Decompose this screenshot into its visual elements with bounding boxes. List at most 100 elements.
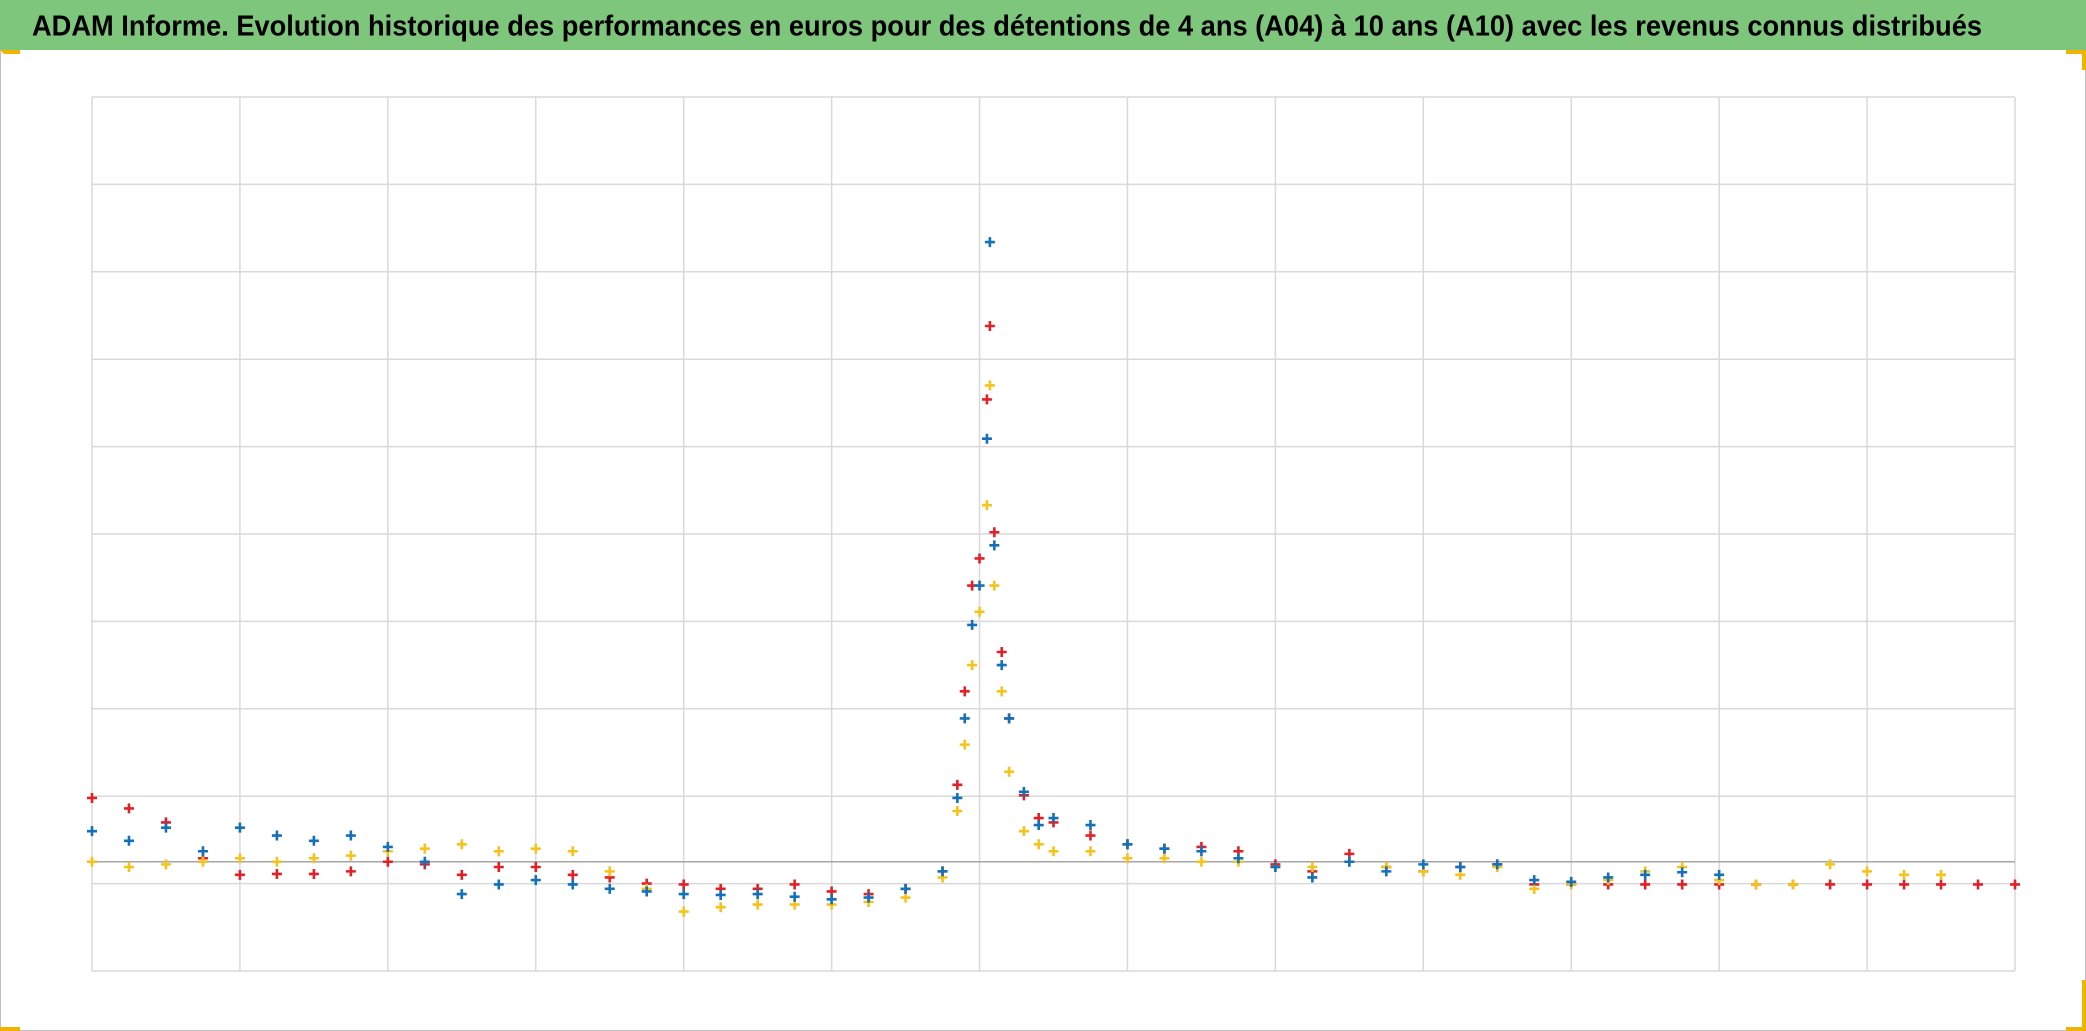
point xyxy=(1085,846,1096,857)
point xyxy=(1085,820,1096,831)
point xyxy=(1122,853,1133,864)
point xyxy=(234,822,245,833)
point xyxy=(967,619,978,630)
point xyxy=(989,580,1000,591)
point xyxy=(1344,856,1355,867)
point xyxy=(863,892,874,903)
point xyxy=(123,835,134,846)
point xyxy=(160,822,171,833)
point xyxy=(789,879,800,890)
point xyxy=(1973,879,1984,890)
point xyxy=(419,856,430,867)
point xyxy=(604,883,615,894)
point xyxy=(308,868,319,879)
point xyxy=(1603,872,1614,883)
point xyxy=(959,686,970,697)
point xyxy=(1270,861,1281,872)
point xyxy=(1899,869,1910,880)
point xyxy=(974,606,985,617)
point xyxy=(1529,875,1540,886)
point xyxy=(715,902,726,913)
point xyxy=(996,660,1007,671)
point xyxy=(1640,879,1651,890)
corner-mark xyxy=(0,50,20,54)
point xyxy=(974,580,985,591)
point xyxy=(989,527,1000,538)
chart-title: ADAM Informe. Evolution historique des p… xyxy=(32,11,1982,43)
corner-mark xyxy=(2066,50,2086,70)
point xyxy=(1862,866,1873,877)
point xyxy=(345,866,356,877)
point xyxy=(826,894,837,905)
point xyxy=(87,792,97,803)
point xyxy=(419,843,430,854)
point xyxy=(1307,861,1318,872)
point xyxy=(1004,766,1015,777)
point xyxy=(530,875,541,886)
point xyxy=(567,869,578,880)
point xyxy=(981,433,992,444)
point xyxy=(1566,876,1577,887)
point xyxy=(1862,879,1873,890)
point xyxy=(715,889,726,900)
point xyxy=(981,394,992,405)
point xyxy=(989,540,1000,551)
point xyxy=(1788,879,1799,890)
point xyxy=(974,553,985,564)
point xyxy=(456,889,467,900)
corner-mark xyxy=(0,1027,20,1031)
point xyxy=(87,856,97,867)
point xyxy=(1233,853,1244,864)
point xyxy=(123,803,134,814)
point xyxy=(1004,713,1015,724)
point xyxy=(952,806,963,817)
point xyxy=(1085,830,1096,841)
point xyxy=(967,660,978,671)
point xyxy=(160,859,171,870)
point xyxy=(1159,843,1170,854)
point xyxy=(87,826,97,837)
point xyxy=(345,830,356,841)
point xyxy=(641,886,652,897)
point xyxy=(996,646,1007,657)
point xyxy=(271,868,282,879)
point xyxy=(1677,867,1688,878)
point xyxy=(952,779,963,790)
point xyxy=(1825,859,1836,870)
point xyxy=(530,843,541,854)
point xyxy=(678,906,689,917)
point xyxy=(123,861,134,872)
point xyxy=(981,500,992,511)
point xyxy=(1048,813,1059,824)
point xyxy=(234,869,245,880)
point xyxy=(1936,879,1947,890)
point xyxy=(493,861,504,872)
point xyxy=(567,879,578,890)
point xyxy=(2010,879,2020,890)
point xyxy=(234,853,245,864)
point xyxy=(984,320,995,331)
point xyxy=(1033,820,1044,831)
point xyxy=(959,713,970,724)
point xyxy=(530,861,541,872)
point xyxy=(456,839,467,850)
corner-mark xyxy=(2066,980,2086,1031)
point xyxy=(1018,786,1029,797)
point xyxy=(1714,869,1725,880)
point xyxy=(1048,846,1059,857)
point xyxy=(678,879,689,890)
point xyxy=(271,830,282,841)
point xyxy=(1825,879,1836,890)
point xyxy=(952,792,963,803)
point xyxy=(1196,856,1207,867)
point xyxy=(382,856,393,867)
point xyxy=(308,853,319,864)
point xyxy=(752,889,763,900)
point xyxy=(1751,879,1762,890)
point xyxy=(567,846,578,857)
point xyxy=(1492,859,1503,870)
point xyxy=(197,846,208,857)
point xyxy=(308,835,319,846)
title-bar xyxy=(0,0,2086,50)
